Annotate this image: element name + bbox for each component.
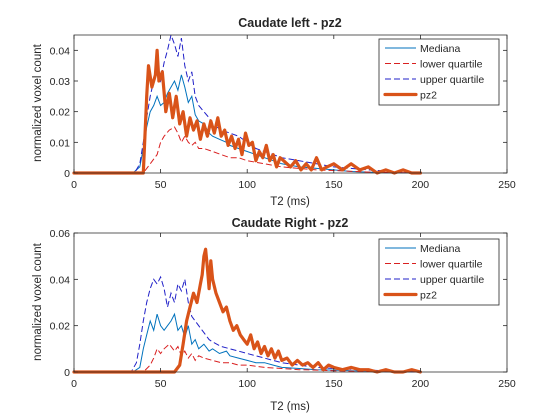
y-tick-label: 0.03 [50, 76, 71, 88]
x-tick-label: 100 [238, 378, 256, 390]
y-tick-label: 0 [64, 168, 70, 180]
legend: Mediana lower quartile upper quartile pz2 [378, 38, 500, 106]
y-axis-label: normalized voxel count [32, 43, 44, 161]
y-axis-label: normalized voxel count [32, 242, 44, 360]
chart-title: Caudate left - pz2 [238, 16, 342, 30]
x-tick-label: 150 [325, 378, 343, 390]
x-tick-label: 200 [412, 378, 430, 390]
y-tick-label: 0.04 [50, 45, 71, 57]
series-line-mediana [74, 312, 421, 373]
legend-entry: Mediana [420, 43, 460, 55]
legend-box [378, 38, 500, 106]
y-tick-label: 0.02 [50, 107, 71, 119]
y-tick-label: 0 [64, 367, 70, 379]
x-tick-label: 100 [238, 179, 256, 191]
legend: Mediana lower quartile upper quartile pz2 [378, 238, 500, 306]
legend-entry: pz2 [420, 90, 437, 102]
x-axis-label: T2 (ms) [270, 196, 310, 208]
y-tick-label: 0.06 [50, 228, 71, 240]
x-tick-label: 0 [71, 378, 77, 390]
series-line-pz2 [72, 48, 422, 175]
y-tick-label: 0.04 [50, 274, 71, 286]
plot-caudate-left: Caudate left - pz2 T2 (ms) normalized vo… [32, 16, 516, 208]
plot-caudate-right: Caudate Right - pz2 T2 (ms) normalized v… [32, 216, 516, 413]
x-tick-label: 250 [498, 378, 516, 390]
x-tick-label: 200 [412, 179, 430, 191]
legend-entry: Mediana [420, 243, 460, 255]
series-line-lower-quartile [74, 343, 421, 373]
y-tick-label: 0.01 [50, 137, 71, 149]
chart-title: Caudate Right - pz2 [232, 216, 349, 230]
legend-entry: pz2 [420, 290, 437, 302]
x-axis-label: T2 (ms) [270, 401, 310, 413]
y-tick-label: 0.02 [50, 321, 71, 333]
x-tick-label: 0 [71, 179, 77, 191]
x-tick-label: 250 [498, 179, 516, 191]
x-tick-label: 50 [155, 179, 167, 191]
legend-entry: lower quartile [420, 259, 483, 271]
legend-entry: upper quartile [420, 74, 484, 86]
x-tick-label: 150 [325, 179, 343, 191]
x-tick-label: 50 [155, 378, 167, 390]
legend-entry: upper quartile [420, 274, 484, 286]
series-line-lower-quartile [74, 126, 421, 174]
series-line-pz2 [72, 247, 422, 374]
legend-entry: lower quartile [420, 59, 483, 71]
